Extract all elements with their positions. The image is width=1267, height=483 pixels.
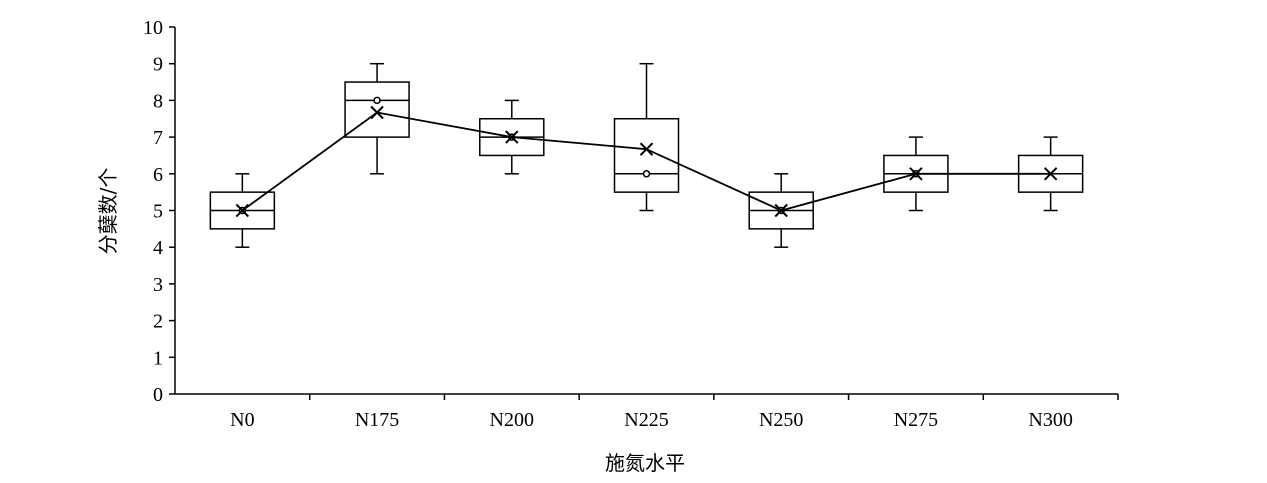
y-axis-title: 分蘖数/个 (96, 168, 120, 255)
y-tick-label: 7 (153, 127, 163, 149)
y-tick-label: 3 (153, 274, 163, 296)
iqr-box (613, 118, 680, 193)
x-axis-title: 施氮水平 (605, 451, 685, 475)
box-n225 (613, 62, 680, 212)
y-tick-label: 9 (153, 54, 163, 76)
x-tick-label: N225 (624, 409, 668, 431)
x-tick-label: N275 (894, 409, 938, 431)
x-tick-label: N250 (759, 409, 803, 431)
y-tick-label: 0 (153, 384, 163, 406)
data-point (642, 170, 651, 178)
y-tick-label: 10 (143, 17, 163, 39)
box-n0 (209, 173, 276, 248)
iqr-box (344, 81, 410, 138)
y-tick-label: 8 (153, 90, 163, 112)
x-tick-label: N300 (1028, 409, 1072, 431)
x-tick-label: N175 (355, 409, 399, 431)
y-tick-label: 5 (153, 201, 163, 223)
axes: 0 1 2 3 4 5 6 7 8 9 10 N0 N175 N200 N225 N250 N275 N300 (143, 17, 1119, 431)
box-n175 (344, 62, 410, 175)
boxes (209, 62, 1084, 248)
data-point (373, 96, 381, 105)
y-tick-label: 4 (153, 237, 163, 259)
x-tick-label: N200 (490, 409, 534, 431)
y-tick-label: 6 (153, 164, 163, 186)
x-tick-label: N0 (230, 409, 254, 431)
y-tick-label: 1 (153, 347, 163, 369)
y-tick-label: 2 (153, 311, 163, 333)
mean-line-group (241, 111, 1051, 212)
mean-line (241, 111, 1051, 212)
